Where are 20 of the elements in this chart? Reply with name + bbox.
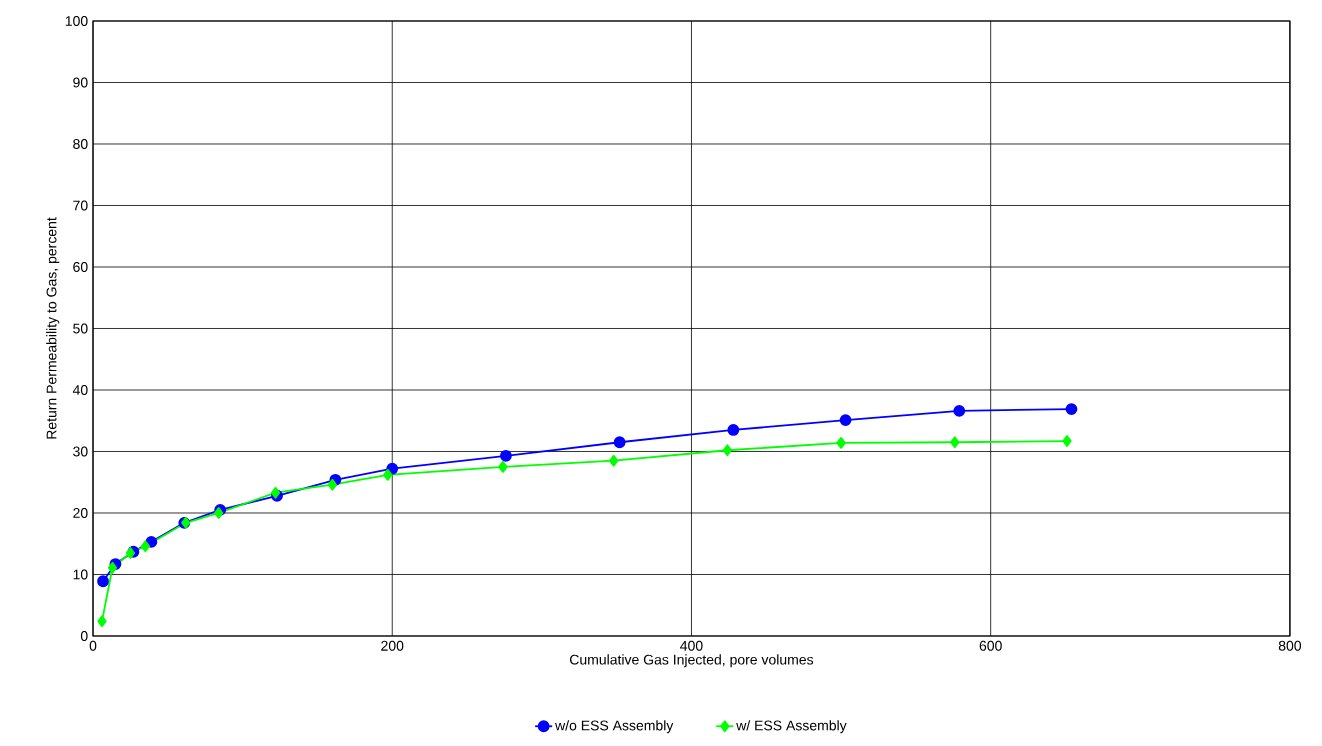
legend-label: w/ ESS Assembly — [736, 720, 847, 734]
x-tick-label: 200 — [381, 640, 404, 651]
x-axis-title: Cumulative Gas Injected, pore volumes — [570, 654, 814, 668]
y-tick-label: 90 — [73, 77, 88, 88]
x-tick-label: 800 — [1278, 640, 1302, 651]
y-tick-label: 100 — [65, 16, 88, 26]
y-tick-label: 70 — [73, 200, 88, 211]
y-tick-label: 60 — [73, 262, 88, 272]
x-tick-label: 0 — [89, 640, 97, 651]
x-tick-label: 400 — [680, 640, 703, 651]
y-tick-label: 50 — [73, 323, 88, 334]
y-tick-label: 40 — [72, 385, 88, 395]
y-tick-label: 80 — [73, 139, 88, 149]
y-tick-label: 10 — [73, 569, 88, 580]
y-tick-label: 20 — [73, 508, 88, 518]
y-tick-label: 30 — [73, 446, 88, 457]
legend-label: w/o ESS Assembly — [555, 720, 674, 734]
y-tick-label: 0 — [80, 631, 88, 641]
x-tick-label: 600 — [979, 640, 1002, 651]
y-axis-title: Return Permeability to Gas, percent — [46, 217, 60, 439]
